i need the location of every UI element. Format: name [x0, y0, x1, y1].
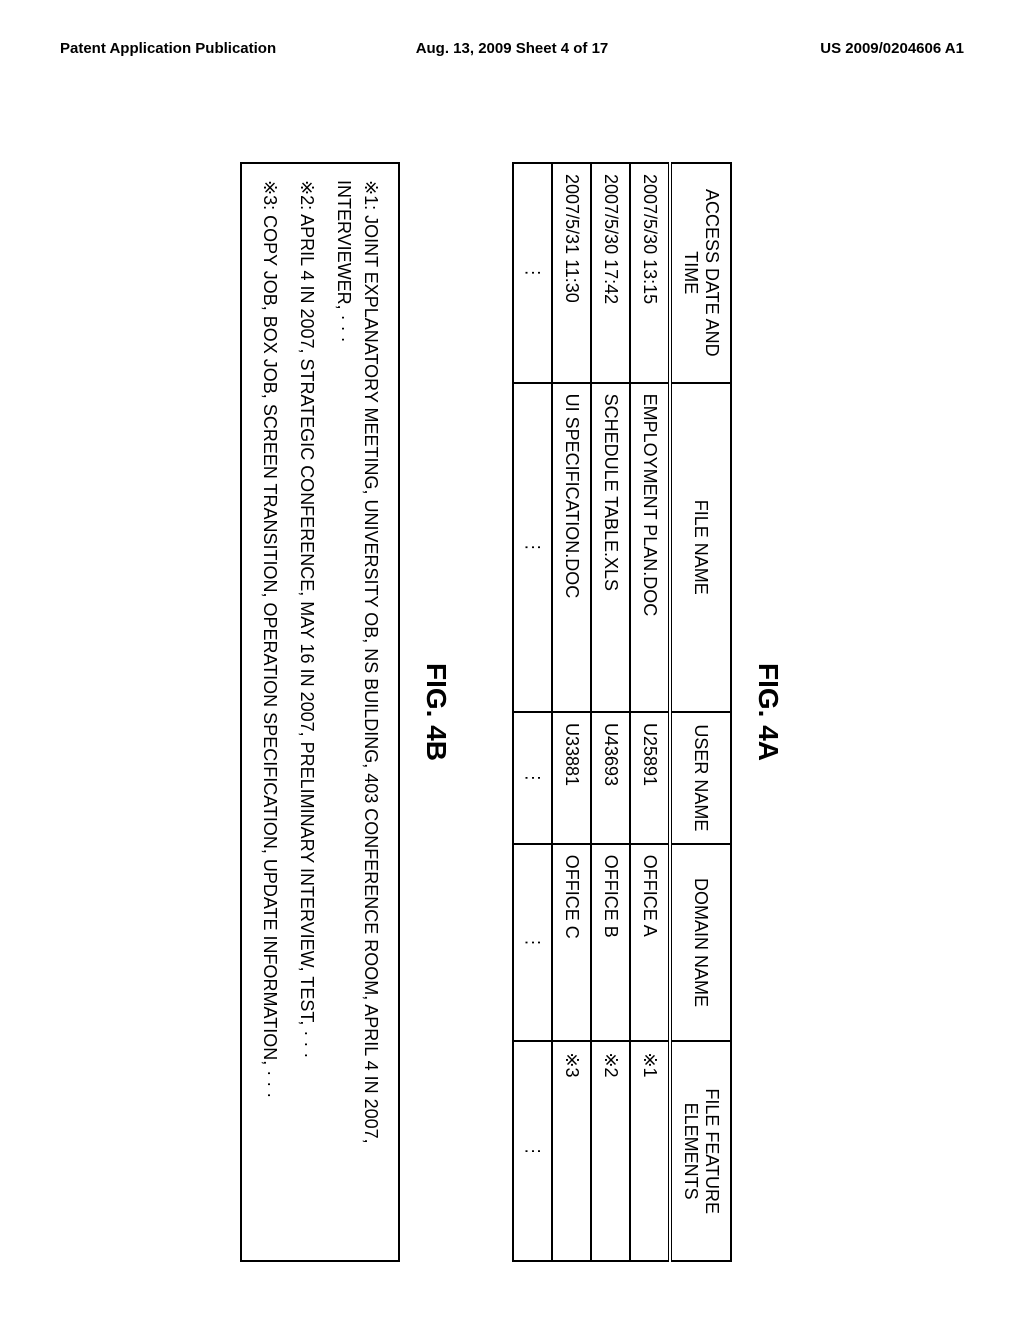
table-header-row: ACCESS DATE AND TIME FILE NAME USER NAME…: [670, 163, 731, 1261]
cell-domain: OFFICE A: [630, 844, 670, 1042]
header-left: Patent Application Publication: [60, 40, 361, 57]
rotated-content: FIG. 4A ACCESS DATE AND TIME FILE NAME U…: [240, 162, 784, 1262]
cell-ellipsis: ⋮: [513, 712, 552, 844]
table-row-ellipsis: ⋮ ⋮ ⋮ ⋮ ⋮: [513, 163, 552, 1261]
note-item: ※2: APRIL 4 IN 2007, STRATEGIC CONFERENC…: [293, 180, 320, 1244]
cell-file: EMPLOYMENT PLAN.DOC: [630, 383, 670, 712]
cell-user: U43693: [591, 712, 630, 844]
page-header: Patent Application Publication Aug. 13, …: [60, 40, 964, 57]
col-file-header: FILE NAME: [670, 383, 731, 712]
header-center: Aug. 13, 2009 Sheet 4 of 17: [361, 40, 662, 57]
note-item: ※3: COPY JOB, BOX JOB, SCREEN TRANSITION…: [256, 180, 283, 1244]
cell-ellipsis: ⋮: [513, 163, 552, 383]
cell-access: 2007/5/30 17:42: [591, 163, 630, 383]
cell-user: U25891: [630, 712, 670, 844]
col-access-header: ACCESS DATE AND TIME: [670, 163, 731, 383]
col-domain-header: DOMAIN NAME: [670, 844, 731, 1042]
table-row: 2007/5/30 17:42 SCHEDULE TABLE.XLS U4369…: [591, 163, 630, 1261]
header-right: US 2009/0204606 A1: [663, 40, 964, 57]
col-feature-header: FILE FEATURE ELEMENTS: [670, 1041, 731, 1261]
fig4a-label: FIG. 4A: [752, 162, 784, 1262]
cell-access: 2007/5/30 13:15: [630, 163, 670, 383]
table-row: 2007/5/31 11:30 UI SPECIFICATION.DOC U33…: [552, 163, 591, 1261]
cell-feature: ※1: [630, 1041, 670, 1261]
cell-user: U33881: [552, 712, 591, 844]
cell-ellipsis: ⋮: [513, 844, 552, 1042]
cell-feature: ※2: [591, 1041, 630, 1261]
col-user-header: USER NAME: [670, 712, 731, 844]
cell-ellipsis: ⋮: [513, 1041, 552, 1261]
cell-feature: ※3: [552, 1041, 591, 1261]
cell-domain: OFFICE C: [552, 844, 591, 1042]
note-item: ※1: JOINT EXPLANATORY MEETING, UNIVERSIT…: [330, 180, 384, 1244]
fig4b-label: FIG. 4B: [420, 162, 452, 1262]
cell-file: UI SPECIFICATION.DOC: [552, 383, 591, 712]
cell-ellipsis: ⋮: [513, 383, 552, 712]
fig4a-table: ACCESS DATE AND TIME FILE NAME USER NAME…: [512, 162, 732, 1262]
cell-file: SCHEDULE TABLE.XLS: [591, 383, 630, 712]
cell-access: 2007/5/31 11:30: [552, 163, 591, 383]
fig4b-notes-box: ※1: JOINT EXPLANATORY MEETING, UNIVERSIT…: [240, 162, 400, 1262]
cell-domain: OFFICE B: [591, 844, 630, 1042]
table-row: 2007/5/30 13:15 EMPLOYMENT PLAN.DOC U258…: [630, 163, 670, 1261]
